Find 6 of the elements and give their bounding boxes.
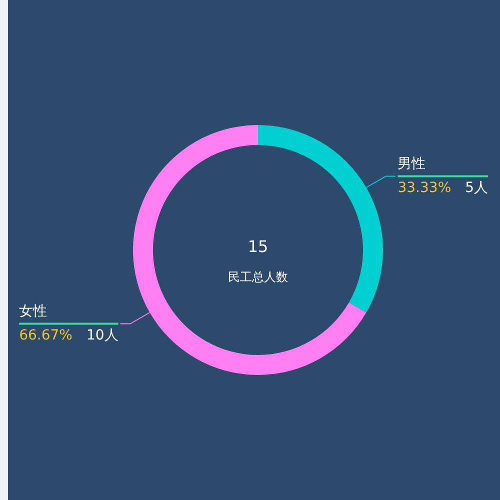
data-label: 66.67% 10人: [19, 327, 118, 344]
data-label: 33.33% 5人: [398, 180, 488, 196]
text: 民工总人数: [228, 270, 288, 284]
slice-label: 男性: [398, 156, 426, 172]
text: 15: [248, 237, 268, 256]
slice-label: 女性: [19, 303, 48, 320]
